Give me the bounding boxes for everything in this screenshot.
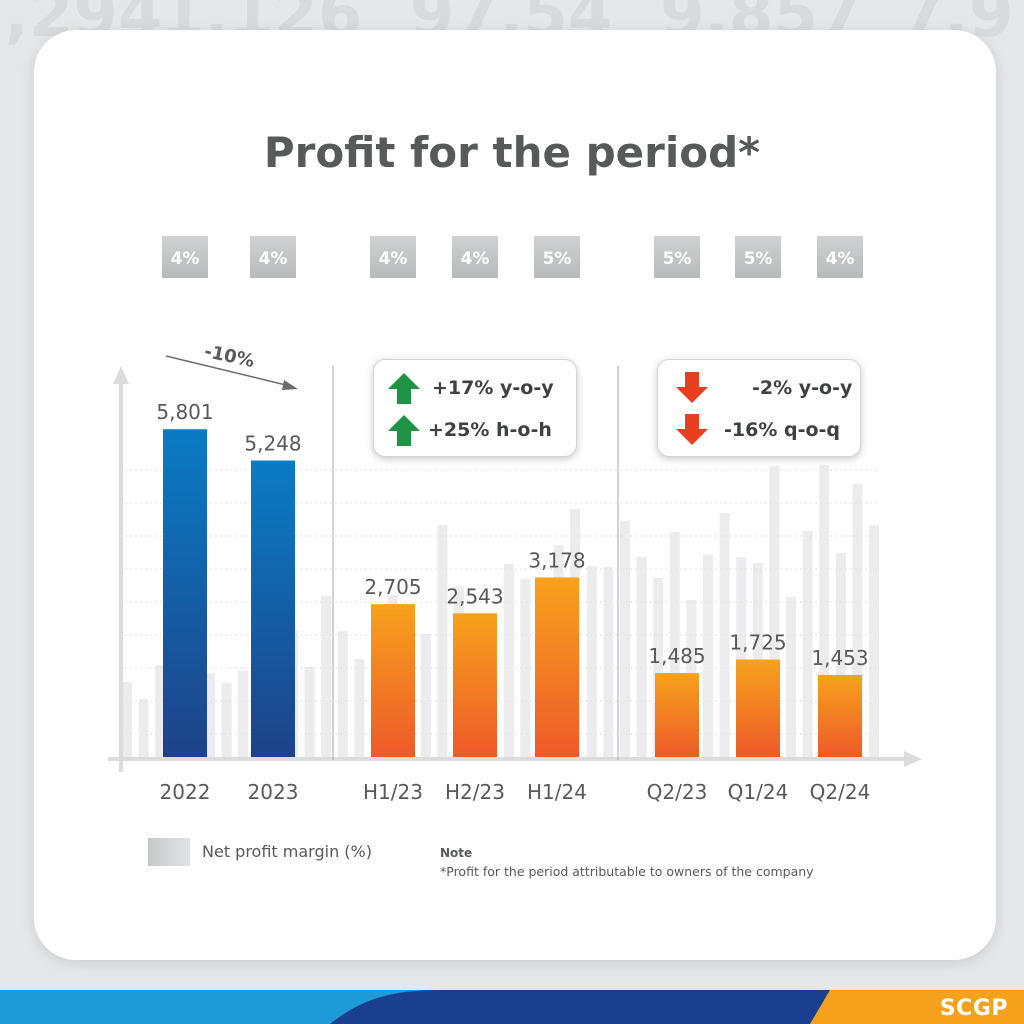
background-bar xyxy=(802,531,813,757)
bar-value-label: 3,178 xyxy=(528,548,585,572)
x-tick-label: H1/23 xyxy=(363,780,423,804)
margin-box xyxy=(250,236,296,278)
margin-label: 5% xyxy=(663,249,692,269)
margin-label: 4% xyxy=(259,249,288,269)
x-tick-label: H1/24 xyxy=(527,780,587,804)
bar-value-label: 5,248 xyxy=(244,431,301,455)
bar-value-label: 1,453 xyxy=(811,646,868,670)
chart-title: Profit for the period* xyxy=(263,128,761,177)
background-bar xyxy=(321,596,332,757)
trend-arrow-head xyxy=(282,380,298,390)
profit-bar xyxy=(371,604,415,757)
background-bar xyxy=(653,578,664,757)
background-bar xyxy=(736,557,747,757)
background-bar xyxy=(819,465,830,757)
legend-swatch xyxy=(148,838,190,866)
margin-label: 4% xyxy=(826,249,855,269)
margin-label: 4% xyxy=(379,249,408,269)
x-tick-label: 2023 xyxy=(248,780,299,804)
margin-box xyxy=(735,236,781,278)
legend-label: Net profit margin (%) xyxy=(202,842,372,861)
background-bar xyxy=(238,671,249,757)
profit-bar xyxy=(655,673,699,757)
yoy-change-label: +17% y-o-y xyxy=(432,377,554,399)
bar-value-label: 5,801 xyxy=(156,400,213,424)
background-bar xyxy=(354,659,365,757)
profit-bar xyxy=(453,613,497,757)
background-bar xyxy=(769,466,780,757)
margin-box xyxy=(817,236,863,278)
background-bar xyxy=(122,682,132,757)
x-tick-label: Q2/24 xyxy=(810,780,871,804)
margin-box xyxy=(534,236,580,278)
background-bar xyxy=(620,521,630,757)
margin-label: 5% xyxy=(543,249,572,269)
brand-logo: SCGP xyxy=(939,996,1008,1021)
background-bar xyxy=(869,525,879,757)
bar-value-label: 1,485 xyxy=(648,644,705,668)
background-bar xyxy=(155,665,166,757)
background-bar xyxy=(719,513,730,757)
qoq-change-label: -16% q-o-q xyxy=(724,419,841,441)
footer-band xyxy=(0,990,1024,1024)
background-bar xyxy=(786,597,796,757)
quarter-callout: -2% y-o-y -16% q-o-q xyxy=(657,359,861,457)
background-bar xyxy=(221,683,232,757)
margin-box xyxy=(452,236,498,278)
bar-value-label: 1,725 xyxy=(729,631,786,655)
down-arrow-icon xyxy=(676,414,708,445)
x-axis-arrow xyxy=(904,751,922,767)
margin-box xyxy=(162,236,208,278)
profit-bar xyxy=(736,659,780,757)
background-bar xyxy=(420,634,431,757)
trend-arrow xyxy=(165,355,291,387)
profit-bar xyxy=(251,460,295,757)
margin-box xyxy=(370,236,416,278)
background-bar xyxy=(603,567,614,757)
yoy-change-label: -2% y-o-y xyxy=(752,377,853,399)
up-arrow-icon xyxy=(388,415,420,446)
margin-label: 4% xyxy=(461,249,490,269)
background-bar xyxy=(669,532,680,757)
background-bar xyxy=(835,553,846,757)
background-bar xyxy=(703,555,713,757)
half-year-callout: +17% y-o-y +25% h-o-h xyxy=(373,359,577,457)
profit-bar xyxy=(818,674,862,757)
background-bar xyxy=(138,699,149,757)
note-title: Note xyxy=(440,846,473,860)
x-tick-label: 2022 xyxy=(160,780,211,804)
margin-label: 4% xyxy=(171,249,200,269)
background-bar xyxy=(437,525,448,757)
profit-bar xyxy=(535,577,579,757)
background-bar xyxy=(503,564,514,757)
background-bar xyxy=(586,566,597,757)
background-bar xyxy=(304,667,315,757)
margin-label: 5% xyxy=(744,249,773,269)
down-arrow-icon xyxy=(676,372,708,403)
bar-value-label: 2,543 xyxy=(446,584,503,608)
margin-box xyxy=(654,236,700,278)
background-bar xyxy=(205,673,215,757)
bar-value-label: 2,705 xyxy=(364,575,421,599)
profit-bar xyxy=(163,429,207,757)
background-bar xyxy=(636,557,647,757)
x-tick-label: Q2/23 xyxy=(647,780,708,804)
note-text: *Profit for the period attributable to o… xyxy=(440,864,814,879)
x-tick-label: Q1/24 xyxy=(728,780,789,804)
hoh-change-label: +25% h-o-h xyxy=(428,419,552,441)
up-arrow-icon xyxy=(388,373,420,404)
background-bar xyxy=(852,484,863,757)
y-axis-arrow xyxy=(113,366,129,384)
background-bar xyxy=(337,631,348,757)
x-tick-label: H2/23 xyxy=(445,780,505,804)
